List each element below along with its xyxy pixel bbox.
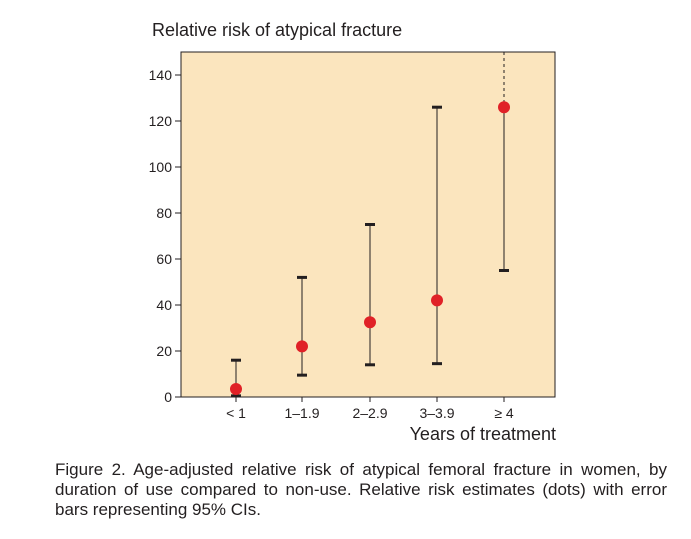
relative-risk-point bbox=[296, 340, 308, 353]
relative-risk-point bbox=[364, 316, 376, 329]
y-tick-label: 20 bbox=[156, 343, 172, 359]
y-axis: 0 20 40 60 80 100 120 140 bbox=[149, 67, 181, 405]
x-axis-label: Years of treatment bbox=[410, 424, 556, 444]
x-tick-label: < 1 bbox=[226, 405, 246, 421]
y-tick-label: 120 bbox=[149, 113, 173, 129]
error-bars bbox=[231, 52, 509, 398]
chart-title: Relative risk of atypical fracture bbox=[152, 20, 402, 40]
relative-risk-chart: Relative risk of atypical fracture 0 20 40… bbox=[149, 20, 556, 444]
x-tick-label: 2–2.9 bbox=[352, 405, 387, 421]
y-tick-label: 40 bbox=[156, 297, 172, 313]
y-tick-label: 60 bbox=[156, 251, 172, 267]
figure-caption: Figure 2. Age-adjusted relative risk of … bbox=[55, 460, 667, 519]
y-tick-label: 140 bbox=[149, 67, 173, 83]
x-axis: < 1 1–1.9 2–2.9 3–3.9 ≥ 4 bbox=[226, 397, 514, 421]
relative-risk-point bbox=[230, 382, 242, 395]
y-tick-label: 0 bbox=[164, 389, 172, 405]
x-tick-label: ≥ 4 bbox=[494, 405, 514, 421]
data-points bbox=[230, 101, 510, 395]
y-tick-label: 100 bbox=[149, 159, 173, 175]
relative-risk-point bbox=[498, 101, 510, 114]
x-tick-label: 1–1.9 bbox=[284, 405, 319, 421]
y-tick-label: 80 bbox=[156, 205, 172, 221]
relative-risk-point bbox=[431, 294, 443, 307]
x-tick-label: 3–3.9 bbox=[419, 405, 454, 421]
